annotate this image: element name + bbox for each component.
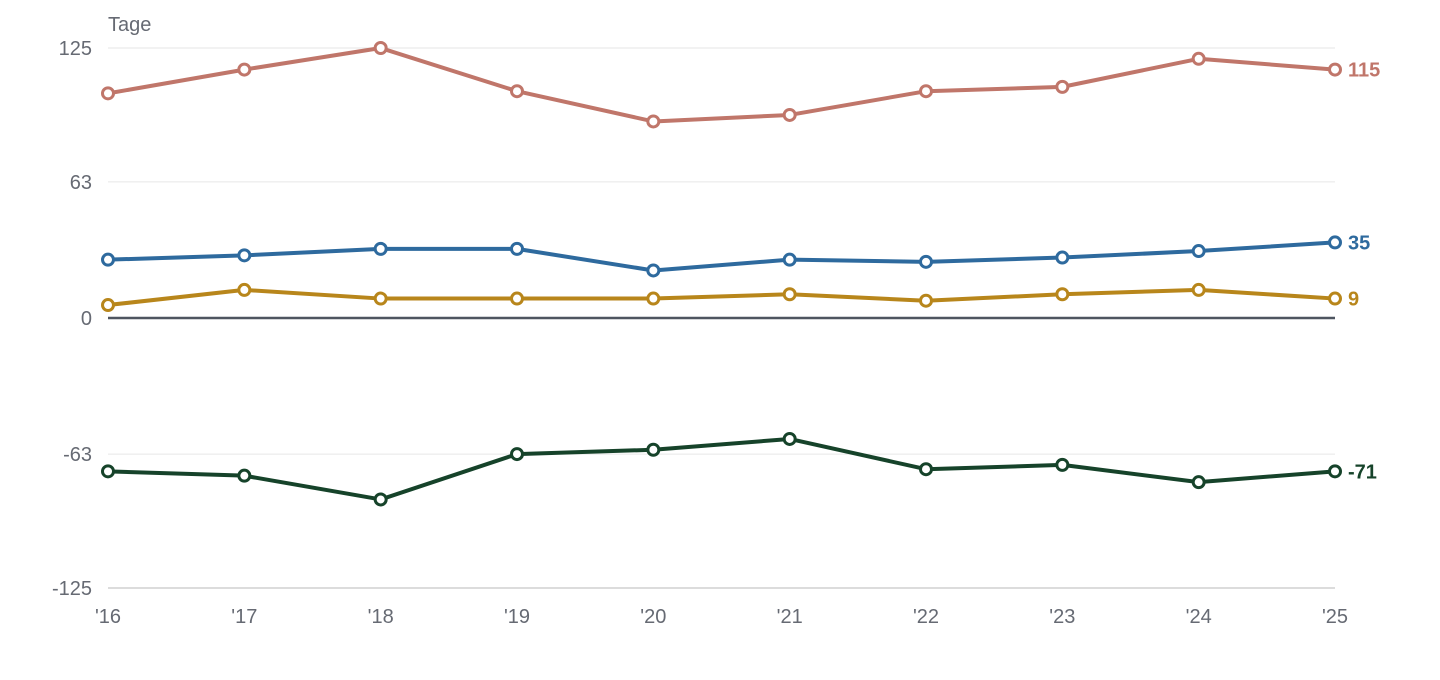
data-point xyxy=(1055,250,1070,265)
data-point xyxy=(646,291,661,306)
y-axis-title: Tage xyxy=(108,14,151,36)
data-point xyxy=(919,462,933,477)
series-4: -71 xyxy=(101,431,1377,507)
data-point xyxy=(1055,79,1070,94)
data-point xyxy=(237,282,252,297)
x-tick-label: '21 xyxy=(777,606,803,628)
data-point xyxy=(646,442,661,457)
series-line xyxy=(106,287,1337,308)
data-point xyxy=(646,114,661,129)
data-point xyxy=(1328,291,1342,306)
data-point xyxy=(101,86,115,101)
data-point xyxy=(373,291,388,306)
data-point xyxy=(919,254,933,269)
series-group: 115 35 9 -71 xyxy=(101,41,1380,507)
x-tick-label: '23 xyxy=(1049,606,1075,628)
data-point xyxy=(919,84,933,99)
x-tick-label: '17 xyxy=(231,606,257,628)
series-2: 35 xyxy=(101,232,1370,278)
x-tick-label: '25 xyxy=(1322,606,1348,628)
series-end-label: -71 xyxy=(1348,461,1377,483)
data-point xyxy=(1191,244,1206,259)
data-point xyxy=(373,41,388,55)
data-point xyxy=(1191,282,1206,297)
data-point xyxy=(1055,457,1070,472)
y-tick-label: -125 xyxy=(52,578,92,600)
data-point xyxy=(1191,51,1206,66)
series-line xyxy=(106,240,1337,273)
series-line xyxy=(106,436,1337,502)
series-line xyxy=(106,46,1337,124)
x-tick-label: '22 xyxy=(913,606,939,628)
series-end-label: 115 xyxy=(1348,60,1380,82)
series-3: 9 xyxy=(101,282,1359,313)
y-tick-label: 0 xyxy=(81,308,92,330)
data-point xyxy=(101,298,115,313)
data-point xyxy=(1328,235,1342,250)
data-point xyxy=(510,291,524,306)
x-axis-ticks: '16 '17 '18 '19 '20 '21 '22 '23 '24 '25 xyxy=(95,606,1348,628)
series-end-label: 9 xyxy=(1348,289,1359,311)
series-1: 115 xyxy=(101,41,1380,129)
y-axis-ticks: 125 63 0 -63 -125 xyxy=(52,38,92,600)
data-point xyxy=(510,84,524,99)
data-point xyxy=(646,263,661,278)
x-tick-label: '20 xyxy=(640,606,666,628)
data-point xyxy=(101,464,115,479)
y-tick-label: 63 xyxy=(70,172,92,194)
data-point xyxy=(1328,62,1342,77)
gridlines xyxy=(108,47,1335,589)
data-point xyxy=(510,241,524,256)
data-point xyxy=(1191,475,1206,490)
data-point xyxy=(782,107,797,122)
y-tick-label: 125 xyxy=(59,38,92,60)
data-point xyxy=(373,241,388,256)
data-point xyxy=(510,447,524,462)
data-point xyxy=(237,248,252,263)
y-tick-label: -63 xyxy=(63,444,92,466)
data-point xyxy=(782,287,797,302)
data-point xyxy=(782,252,797,267)
data-point xyxy=(1055,287,1070,302)
data-point xyxy=(237,468,252,483)
x-tick-label: '19 xyxy=(504,606,530,628)
x-tick-label: '24 xyxy=(1186,606,1212,628)
data-point xyxy=(782,431,797,446)
x-tick-label: '16 xyxy=(95,606,121,628)
series-end-label: 35 xyxy=(1348,232,1370,254)
x-tick-label: '18 xyxy=(368,606,394,628)
data-point xyxy=(373,492,388,507)
data-point xyxy=(237,62,252,77)
data-point xyxy=(101,252,115,267)
data-point xyxy=(919,293,933,308)
data-point xyxy=(1328,464,1342,479)
